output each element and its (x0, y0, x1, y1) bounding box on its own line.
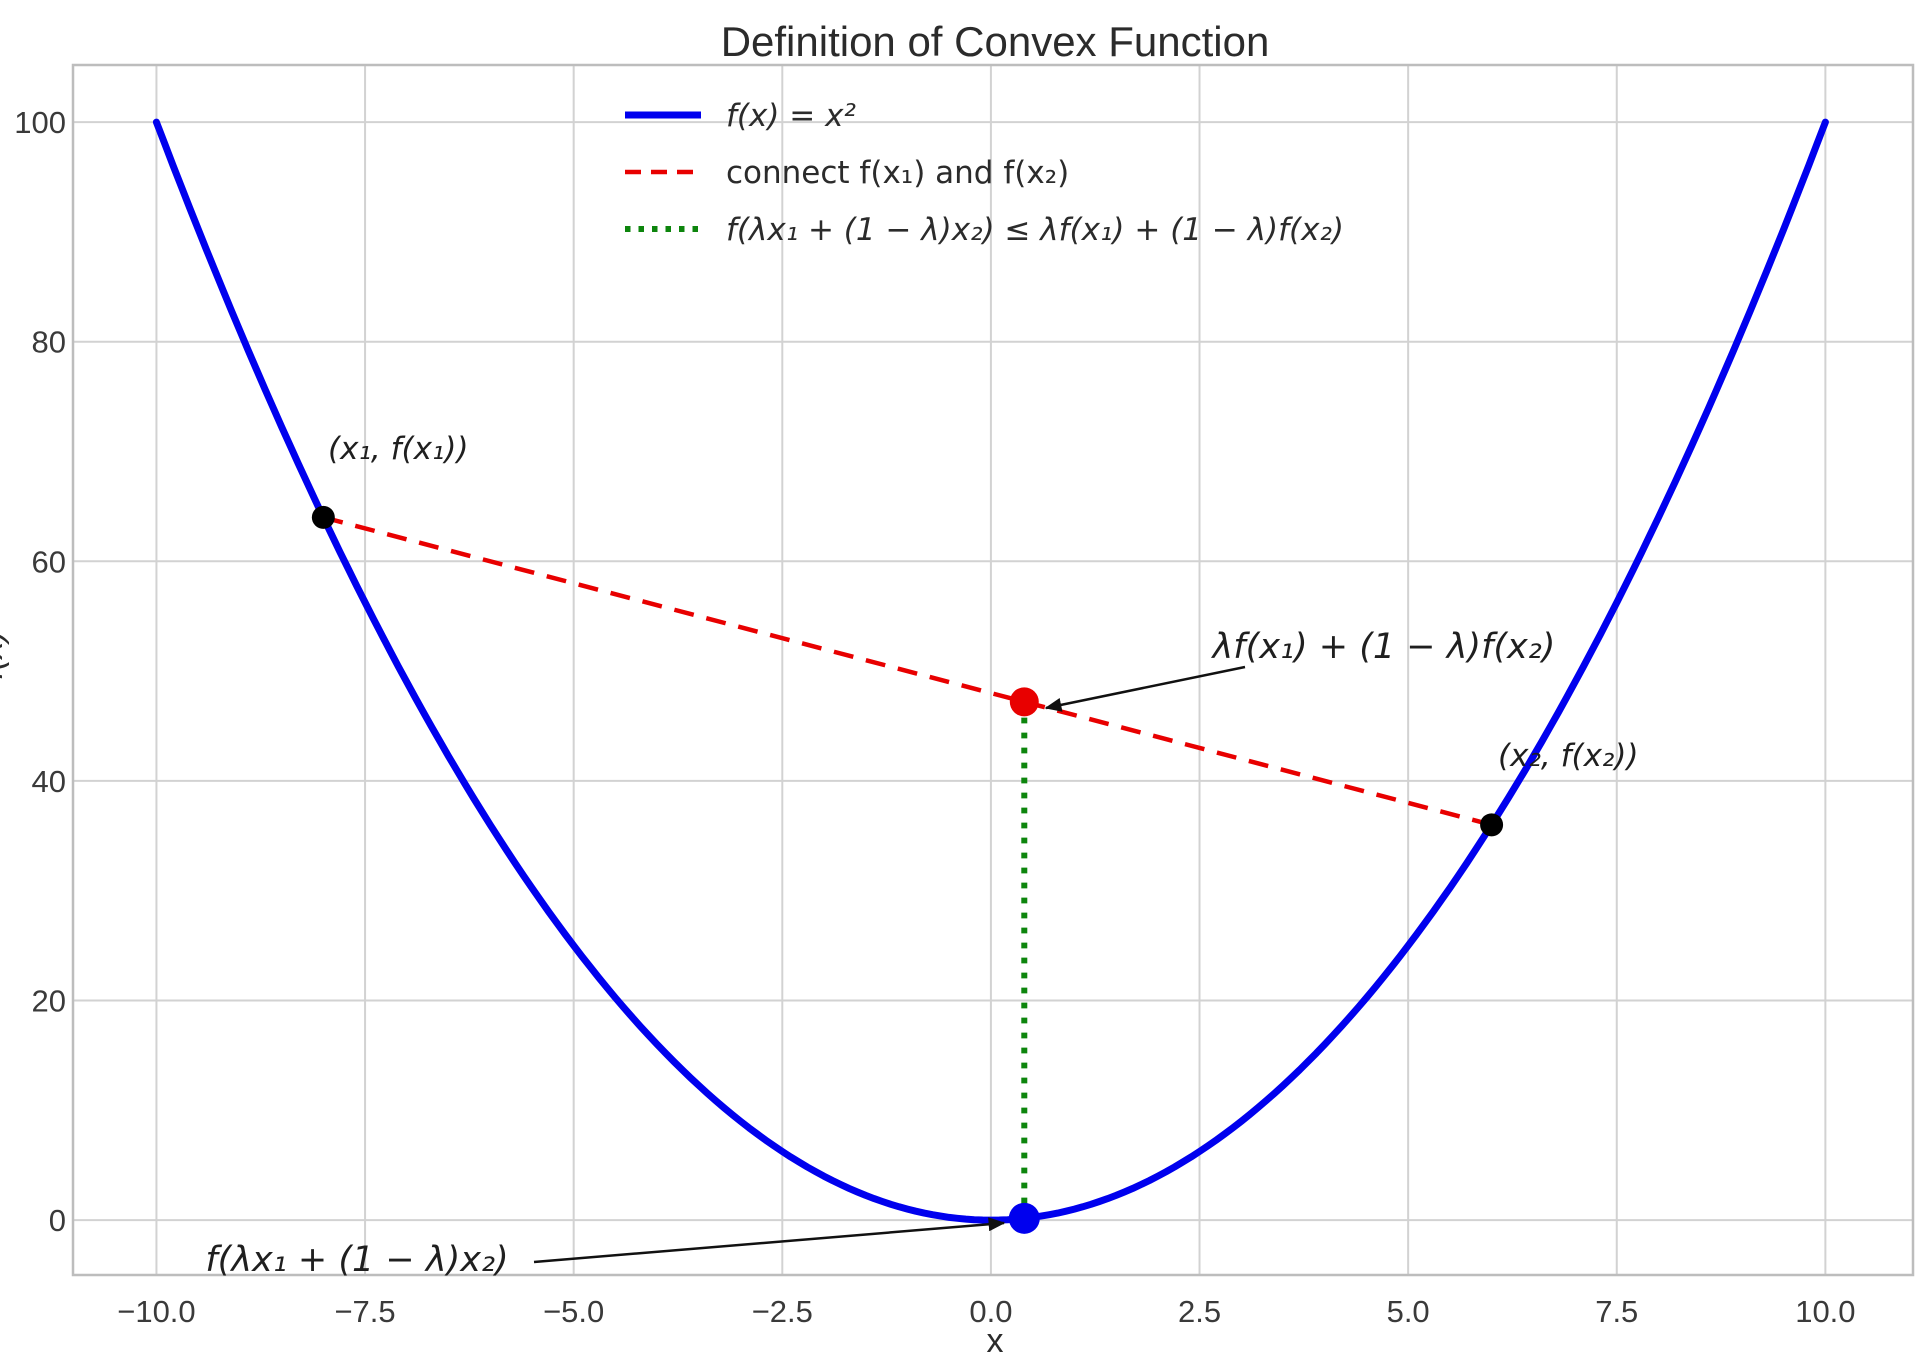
legend-label-curve: f(x) = x² (726, 98, 856, 134)
x-tick-label: 5.0 (1387, 1294, 1430, 1329)
x-tick-label: 7.5 (1595, 1294, 1638, 1329)
chord-point-annotation: λf(x₁) + (1 − λ)f(x₂) (1211, 627, 1556, 667)
legend: f(x) = x² connect f(x₁) and f(x₂) f(λx₁ … (625, 98, 1344, 248)
x-tick-label: −7.5 (334, 1294, 395, 1329)
p1-annotation: (x₁, f(x₁)) (328, 431, 469, 467)
legend-label-chord: connect f(x₁) and f(x₂) (726, 155, 1069, 191)
chord-combination-point (1009, 687, 1039, 717)
y-tick-label: 0 (49, 1203, 66, 1238)
curve-point-annotation: f(λx₁ + (1 − λ)x₂) (205, 1240, 508, 1280)
y-tick-label: 20 (32, 983, 66, 1018)
y-axis-label: f(x) (0, 630, 10, 679)
y-tick-label: 60 (32, 544, 66, 579)
chart-title: Definition of Convex Function (721, 18, 1270, 65)
p2-annotation: (x₂, f(x₂)) (1498, 738, 1639, 774)
y-tick-label: 100 (14, 105, 66, 140)
y-tick-label: 40 (32, 764, 66, 799)
x1-point (311, 505, 335, 529)
x-tick-label: −5.0 (543, 1294, 604, 1329)
y-tick-label: 80 (32, 325, 66, 360)
plot-area: −10.0 −7.5 −5.0 −2.5 0.0 2.5 5.0 7.5 10.0 0 20 40 60… (14, 63, 1915, 1329)
chord-point-arrow (1044, 665, 1246, 712)
legend-label-inequality: f(λx₁ + (1 − λ)x₂) ≤ λf(x₁) + (1 − λ)f(x… (726, 212, 1344, 248)
x-axis-label: x (987, 1322, 1004, 1360)
x-tick-label: −10.0 (117, 1294, 195, 1329)
x2-point (1480, 813, 1504, 837)
x-tick-label: −2.5 (752, 1294, 813, 1329)
curve-point-arrow (533, 1217, 1006, 1264)
plot-spines (71, 63, 1915, 1277)
x-tick-label: 2.5 (1178, 1294, 1221, 1329)
chord-line (322, 515, 1493, 827)
curve-combination-point (1008, 1202, 1040, 1234)
x-tick-label: 10.0 (1795, 1294, 1855, 1329)
x-tick-label: 0.0 (969, 1294, 1012, 1329)
